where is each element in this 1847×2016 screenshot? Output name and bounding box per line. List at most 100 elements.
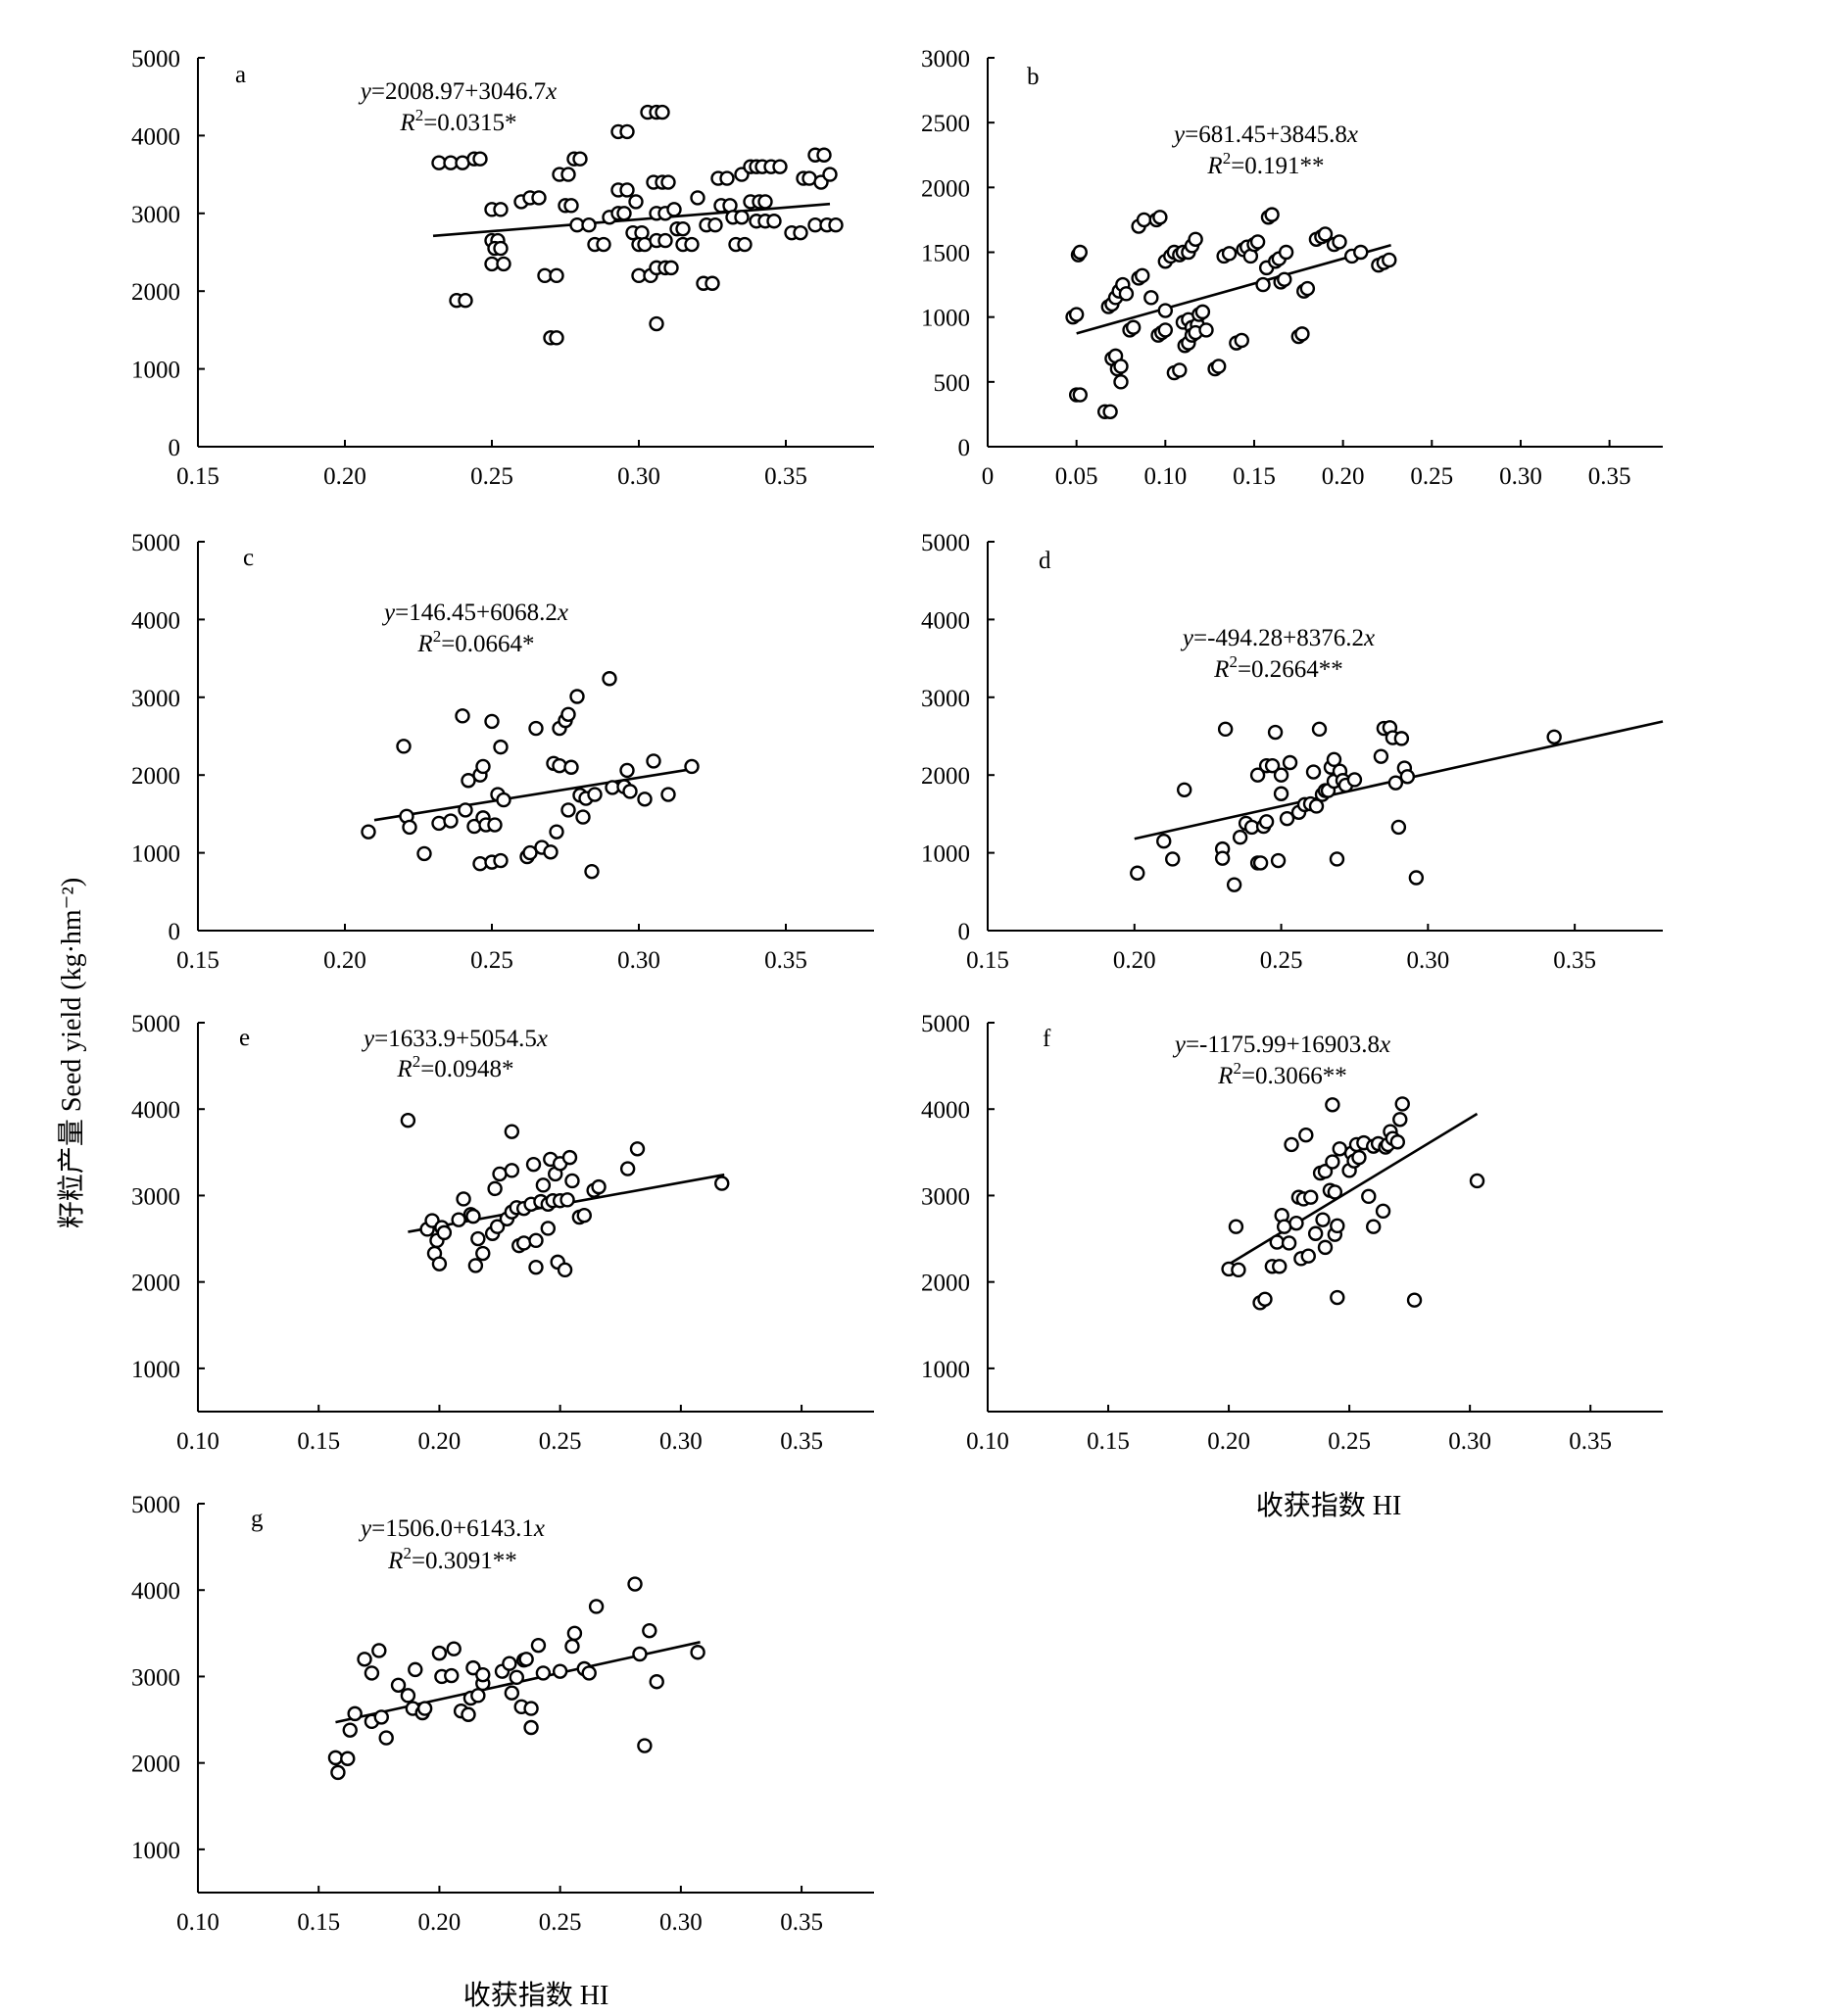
regression-equation: y=681.45+3845.8x	[1171, 121, 1358, 148]
x-tick-label: 0.15	[176, 947, 219, 974]
data-point	[431, 1645, 448, 1661]
data-point	[816, 147, 832, 163]
data-point	[1156, 833, 1172, 849]
data-point	[1157, 303, 1174, 318]
data-point	[1130, 865, 1145, 881]
x-axis-title-right: 收获指数 HI	[1256, 1490, 1402, 1521]
data-point	[575, 809, 591, 825]
r-squared-label: R2=0.2664**	[1213, 652, 1343, 683]
x-tick-label: 0.20	[323, 947, 366, 974]
y-tick-label: 0	[958, 919, 971, 945]
x-tick-label: 0.20	[418, 1428, 462, 1455]
data-point	[1152, 210, 1168, 225]
data-point	[793, 224, 808, 241]
data-point	[1177, 782, 1192, 797]
data-point	[504, 1163, 520, 1178]
data-point	[627, 1576, 643, 1592]
r-squared-label: R2=0.0948*	[396, 1052, 513, 1082]
data-point	[690, 190, 705, 206]
data-point	[340, 1751, 356, 1766]
data-point	[470, 1230, 486, 1247]
data-point	[1307, 1225, 1324, 1241]
data-point	[390, 1677, 407, 1693]
x-tick-label: 0.20	[323, 463, 366, 490]
data-point	[1113, 359, 1129, 374]
x-tick-label: 0.35	[780, 1909, 823, 1936]
x-tick-label: 0.15	[966, 947, 1009, 974]
y-tick-label: 0	[958, 435, 971, 461]
data-point	[1264, 757, 1281, 774]
data-point	[1252, 855, 1269, 871]
y-tick-label: 3000	[131, 1183, 180, 1210]
scatter-panel-a: 0 1000 2000 3000 4000 5000 0.15 0.20 0.25 0.30 0.3…	[131, 46, 874, 490]
data-point	[528, 1232, 544, 1249]
data-point	[1255, 276, 1271, 293]
x-tick-label: 0.30	[1499, 463, 1542, 490]
x-tick-label: 0.30	[1406, 947, 1449, 974]
r-squared-label: R2=0.0315*	[399, 106, 516, 136]
data-point	[552, 1663, 568, 1679]
x-axis-title-bottom: 收获指数 HI	[463, 1980, 609, 2011]
panel-letter: f	[1043, 1026, 1051, 1052]
data-point	[1276, 1219, 1292, 1234]
data-point	[757, 194, 773, 210]
data-point	[663, 260, 679, 276]
data-point	[525, 1156, 542, 1173]
data-point	[1399, 769, 1416, 785]
x-tick-label: 0.20	[418, 1909, 462, 1936]
data-point	[564, 1173, 580, 1189]
data-point	[690, 1645, 705, 1660]
data-point	[493, 852, 509, 869]
y-tick-label: 1000	[921, 1357, 970, 1383]
data-point	[655, 104, 670, 120]
y-tick-label: 5000	[131, 530, 180, 556]
r-squared-label: R2=0.3091**	[387, 1544, 517, 1574]
data-point	[1264, 207, 1280, 222]
data-point	[1390, 819, 1407, 836]
data-point	[1393, 731, 1410, 746]
x-tick-label: 0	[982, 463, 995, 490]
data-point	[443, 813, 459, 829]
data-point	[1332, 234, 1347, 250]
data-point	[489, 1219, 506, 1234]
data-point	[1408, 870, 1425, 886]
y-tick-label: 5000	[921, 1011, 970, 1037]
data-point	[619, 762, 635, 779]
data-point	[1249, 234, 1266, 250]
data-point	[666, 202, 682, 217]
data-point	[455, 708, 470, 724]
data-point	[1113, 374, 1129, 390]
x-tick-label: 0.20	[1322, 463, 1365, 490]
data-point	[1288, 1215, 1304, 1231]
data-point	[549, 824, 564, 840]
data-point	[1273, 786, 1289, 801]
regression-equation: y=-494.28+8376.2x	[1180, 625, 1375, 651]
regression-equation: y=1506.0+6143.1x	[358, 1515, 545, 1542]
data-point	[560, 706, 576, 722]
x-tick-label: 0.15	[176, 463, 219, 490]
data-point	[1317, 1239, 1334, 1256]
y-tick-label: 2000	[131, 279, 180, 306]
data-point	[714, 1176, 730, 1191]
regression-equation: y=2008.97+3046.7x	[358, 78, 557, 105]
x-tick-label: 0.30	[617, 463, 660, 490]
x-tick-label: 0.25	[1260, 947, 1303, 974]
data-point	[561, 1149, 578, 1166]
y-tick-label: 500	[934, 370, 971, 397]
data-point	[456, 1191, 471, 1207]
regression-equation: y=-1175.99+16903.8x	[1172, 1032, 1390, 1058]
data-point	[1389, 1134, 1406, 1150]
data-point	[461, 773, 476, 789]
panel-letter: d	[1039, 548, 1051, 574]
x-tick-label: 0.25	[470, 463, 513, 490]
y-tick-label: 1000	[921, 306, 970, 332]
y-tick-label: 2000	[921, 175, 970, 202]
data-point	[576, 1208, 592, 1224]
data-point	[581, 1665, 597, 1681]
data-point	[1157, 322, 1174, 338]
data-point	[357, 1652, 372, 1667]
data-point	[444, 1667, 460, 1684]
data-point	[475, 1666, 491, 1683]
x-tick-label: 0.15	[1233, 463, 1276, 490]
data-point	[492, 1166, 508, 1182]
